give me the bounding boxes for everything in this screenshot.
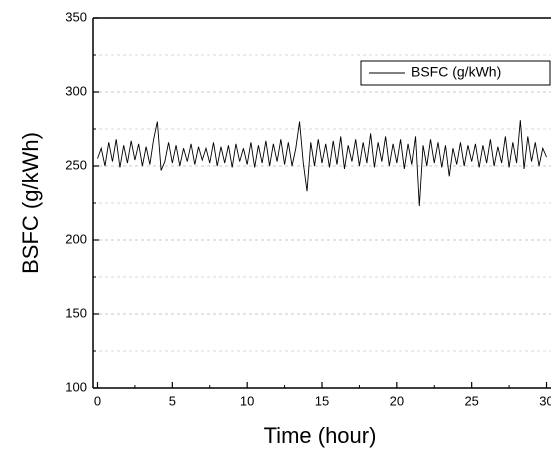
x-tick-label: 25 bbox=[464, 393, 478, 408]
x-tick-label: 30 bbox=[539, 393, 551, 408]
x-tick-label: 5 bbox=[169, 393, 176, 408]
y-tick-label: 150 bbox=[65, 305, 87, 320]
x-tick-label: 15 bbox=[315, 393, 329, 408]
x-axis-title: Time (hour) bbox=[264, 423, 377, 448]
y-tick-label: 100 bbox=[65, 379, 87, 394]
y-tick-label: 300 bbox=[65, 83, 87, 98]
data-line bbox=[97, 120, 547, 206]
x-tick-label: 10 bbox=[240, 393, 254, 408]
legend-label: BSFC (g/kWh) bbox=[411, 64, 501, 80]
y-tick-label: 250 bbox=[65, 157, 87, 172]
y-tick-label: 350 bbox=[65, 9, 87, 24]
y-tick-label: 200 bbox=[65, 231, 87, 246]
y-axis-title: BSFC (g/kWh) bbox=[18, 132, 43, 274]
x-tick-label: 0 bbox=[94, 393, 101, 408]
x-tick-label: 20 bbox=[390, 393, 404, 408]
